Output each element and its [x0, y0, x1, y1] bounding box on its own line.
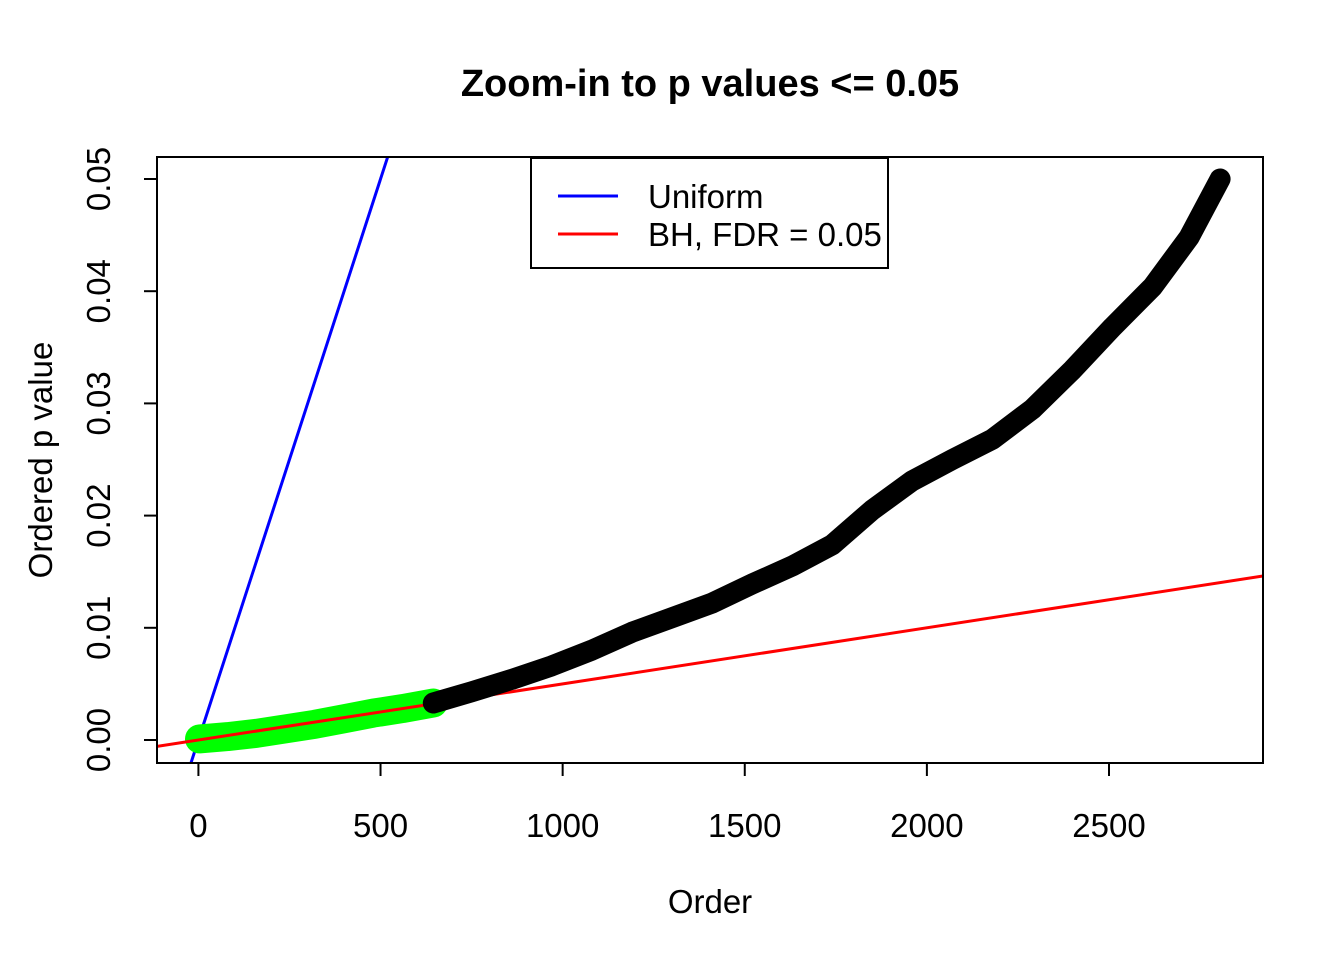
y-tick-label: 0.04 — [80, 259, 117, 323]
x-tick-label: 500 — [353, 807, 408, 844]
y-tick-label: 0.02 — [80, 483, 117, 547]
legend-label: BH, FDR = 0.05 — [648, 216, 882, 253]
x-axis: 0 500 1000 1500 2000 2500 — [189, 763, 1146, 844]
x-tick-label: 2000 — [890, 807, 963, 844]
legend-label: Uniform — [648, 178, 764, 215]
plot-data-area — [157, 157, 1263, 763]
legend-border — [530, 157, 889, 269]
x-tick-label: 2500 — [1072, 807, 1145, 844]
uniform-line — [189, 157, 390, 763]
chart-title: Zoom-in to p values <= 0.05 — [461, 63, 959, 105]
x-tick-label: 0 — [189, 807, 207, 844]
y-axis-title: Ordered p value — [22, 342, 59, 579]
x-tick-label: 1000 — [526, 807, 599, 844]
nonsignificant-points-curve — [422, 168, 1231, 714]
x-tick-label: 1500 — [708, 807, 781, 844]
bh-fdr-0-05-line — [157, 574, 1263, 748]
x-axis-title: Order — [668, 883, 752, 920]
y-tick-label: 0.03 — [80, 371, 117, 435]
y-tick-label: 0.05 — [80, 147, 117, 211]
y-tick-label: 0.01 — [80, 596, 117, 660]
y-tick-label: 0.00 — [80, 708, 117, 772]
y-axis: 0.00 0.01 0.02 0.03 0.04 0.05 — [80, 147, 157, 772]
